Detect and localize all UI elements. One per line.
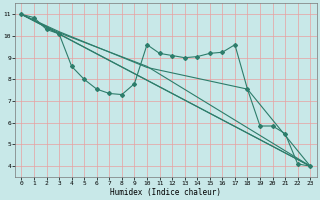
X-axis label: Humidex (Indice chaleur): Humidex (Indice chaleur) [110, 188, 221, 197]
